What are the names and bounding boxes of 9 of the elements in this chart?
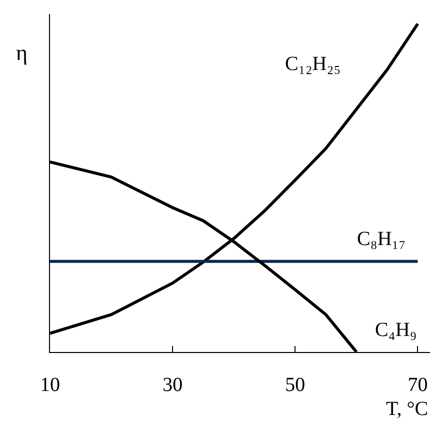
x-tick-label: 30 [162, 374, 183, 396]
series-label: C₈H₁₇ [357, 228, 406, 250]
x-axis-title: T, °C [386, 398, 428, 420]
y-axis-title: η [16, 40, 28, 65]
x-tick-label: 50 [285, 374, 306, 396]
x-tick-label: 10 [40, 374, 60, 396]
x-tick-label: 70 [408, 374, 428, 396]
series-label: C₄H₉ [375, 319, 417, 341]
series-label: C₁₂H₂₅ [285, 53, 341, 75]
